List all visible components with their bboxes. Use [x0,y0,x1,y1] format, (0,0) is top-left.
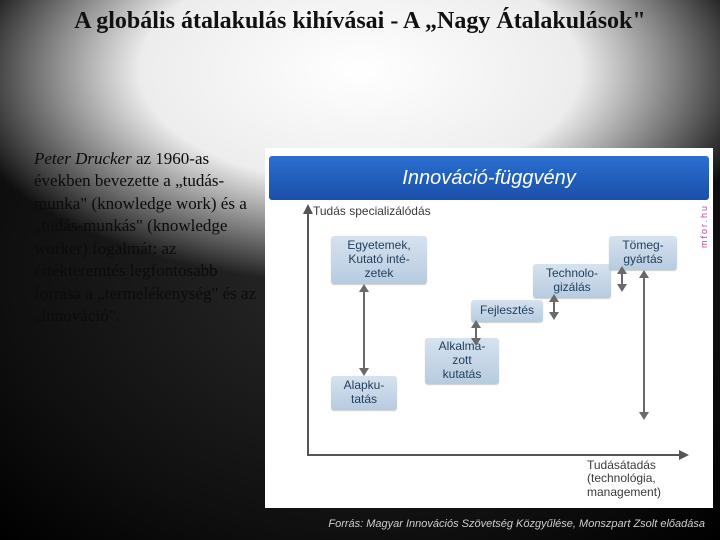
paragraph-text: az 1960-as években bevezette a „tudás-mu… [34,149,256,325]
box-label: Fejlesztés [480,304,534,318]
box-technologizalas: Technolo-gizálás [533,264,611,298]
author-name: Peter Drucker [34,149,132,168]
slide-title-wrap: A globális átalakulás kihívásai - A „Nag… [0,6,720,36]
x-axis-title: Tudásátadás (technológia, management) [587,459,697,500]
box-tomeggyartas: Tömeg-gyártás [609,236,677,270]
slide: A globális átalakulás kihívásai - A „Nag… [0,0,720,540]
body-paragraph: Peter Drucker az 1960-as években bevezet… [34,148,259,328]
box-egyetemek: Egyetemek,Kutató inté-zetek [331,236,427,284]
y-axis [307,206,309,456]
box-alkalmazott: Alkalma-zottkutatás [425,338,499,384]
box-label: Egyetemek,Kutató inté-zetek [347,239,410,280]
innovation-chart: Innováció-függvény mfor.hu Tudás special… [265,148,713,508]
connector-egy-alap [363,292,365,368]
connector-tom-down [643,278,645,412]
watermark: mfor.hu [699,204,713,248]
connector-alk-fejl [475,328,477,338]
connector-tech-tom [621,274,623,284]
chart-header: Innováció-függvény [269,156,709,200]
box-alapkutatas: Alapku-tatás [331,376,397,410]
chart-axes: Tudás specializálódás Tudásátadás (techn… [307,206,687,456]
box-fejlesztes: Fejlesztés [471,300,543,322]
y-axis-title: Tudás specializálódás [313,204,431,218]
source-footer: Forrás: Magyar Innovációs Szövetség Közg… [265,518,713,530]
box-label: Tömeg-gyártás [622,239,663,267]
box-label: Alapku-tatás [344,379,385,407]
x-axis [307,454,687,456]
box-label: Technolo-gizálás [546,267,598,295]
connector-fejl-tech [553,302,555,312]
box-label: Alkalma-zottkutatás [439,340,486,381]
slide-title: A globális átalakulás kihívásai - A „Nag… [74,6,645,36]
